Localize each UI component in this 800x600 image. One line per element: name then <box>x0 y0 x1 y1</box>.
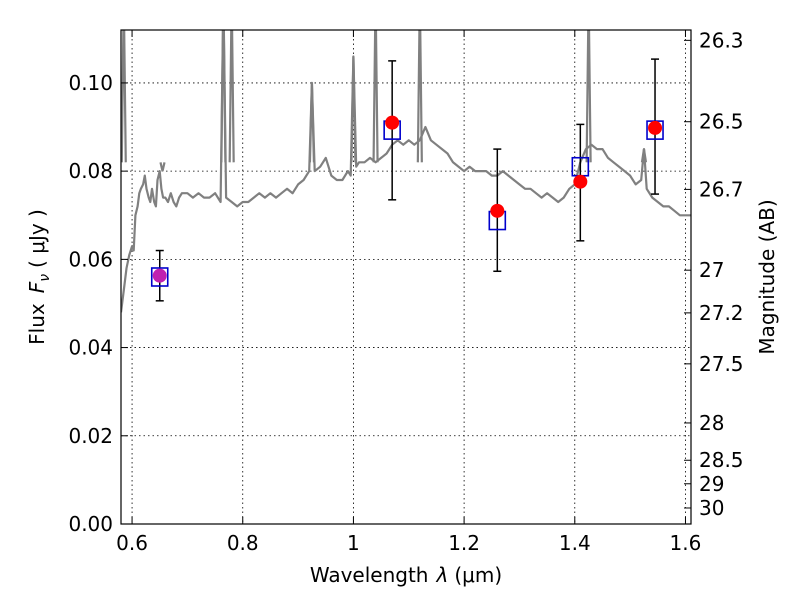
right-tick-label: 30 <box>699 496 724 520</box>
y-axis-ticks: 0.00 0.02 0.04 0.06 0.08 0.10 <box>68 71 128 536</box>
y-tick-label: 0.10 <box>68 71 113 95</box>
y-axis-label-symbol: F <box>25 281 49 293</box>
right-tick-label: 29 <box>699 472 724 496</box>
x-axis-label: Wavelength λ (μm) <box>310 563 502 587</box>
spectrum-spike <box>228 30 235 163</box>
spectrum-spike <box>159 162 166 172</box>
right-tick-label: 28.5 <box>699 448 744 472</box>
y-tick-label: 0.06 <box>68 247 113 271</box>
y-axis-label-text: Flux <box>25 303 49 345</box>
x-tick-label: 1.2 <box>448 531 480 555</box>
y-tick-label: 0.02 <box>68 424 113 448</box>
y-tick-label: 0.00 <box>68 512 113 536</box>
plot-frame <box>120 29 692 525</box>
spectrum-spike <box>220 30 227 163</box>
y-axis-label: Flux Fν ( μJy ) <box>25 209 53 345</box>
spectrum-spike <box>308 82 316 163</box>
x-tick-label: 0.8 <box>227 531 259 555</box>
spectrum-spike <box>416 30 423 163</box>
x-axis-label-text: Wavelength <box>310 563 429 587</box>
observed-point <box>648 120 663 135</box>
y-axis-label-subscript: ν <box>37 274 53 282</box>
spectrum-spike <box>121 30 127 163</box>
observed-point <box>490 203 505 218</box>
spectrum-spike <box>372 30 379 163</box>
grid-lines <box>121 30 691 524</box>
x-tick-label: 1.6 <box>670 531 702 555</box>
x-axis-label-symbol: λ <box>436 563 449 587</box>
observed-photometry-circles <box>152 115 663 283</box>
y-tick-label: 0.04 <box>68 336 113 360</box>
x-tick-label: 1.4 <box>559 531 591 555</box>
right-tick-label: 26.3 <box>699 28 744 52</box>
y-axis-label-unit: ( μJy ) <box>25 209 49 268</box>
observed-point <box>573 174 588 189</box>
spectrum-line <box>121 30 691 313</box>
spectrum-spike <box>585 30 592 163</box>
right-tick-label: 27.5 <box>699 352 744 376</box>
x-tick-label: 0.6 <box>116 531 148 555</box>
right-tick-label: 27 <box>699 258 724 282</box>
observed-point <box>385 115 400 130</box>
observed-point <box>152 268 167 283</box>
right-tick-label: 26.7 <box>699 177 744 201</box>
right-tick-label: 26.5 <box>699 110 744 134</box>
right-tick-label: 28 <box>699 411 724 435</box>
right-axis-label: Magnitude (AB) <box>755 199 779 354</box>
x-axis-ticks: 0.6 0.8 1 1.2 1.4 1.6 <box>116 30 701 555</box>
x-tick-label: 1 <box>347 531 360 555</box>
spectrum-spike <box>640 148 648 163</box>
model-square-marker <box>150 267 169 287</box>
spectrum-layer <box>121 30 691 313</box>
right-tick-label: 27.2 <box>699 301 744 325</box>
x-axis-label-unit: (μm) <box>454 563 502 587</box>
y-tick-label: 0.08 <box>68 159 113 183</box>
spectrum-spike <box>350 56 357 163</box>
